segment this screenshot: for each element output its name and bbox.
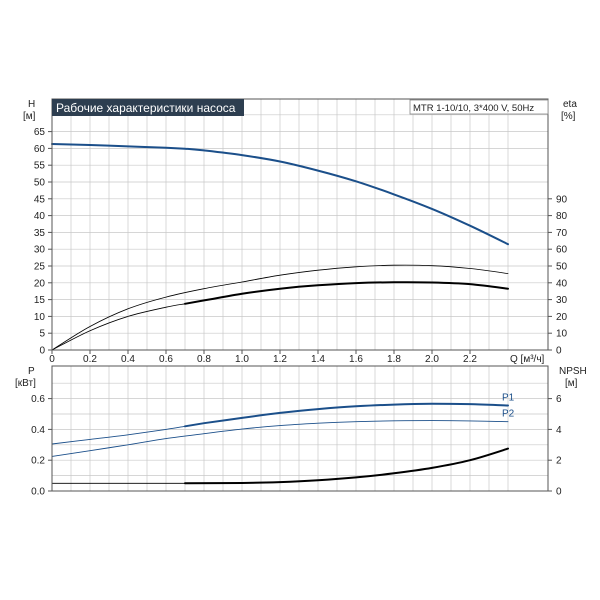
q-axis-tick-label: 2.0 [425,354,439,365]
p1-curve-thin [51,425,186,445]
p-axis-tick-label: 0.4 [31,425,45,436]
h-axis-tick-label: 30 [34,245,46,256]
h-axis-unit: [м] [23,111,36,122]
q-axis-tick-label: 1.4 [311,354,325,365]
eta-axis-tick-label: 40 [556,278,568,289]
eta-axis-tick-label: 50 [556,262,568,273]
q-axis-tick-label: 0.8 [197,354,211,365]
top-curve-2 [51,303,186,351]
q-axis-tick-label: 1.2 [273,354,287,365]
q-axis-tick-label: 2.2 [463,354,477,365]
p-axis-tick-label: 0.2 [31,456,45,467]
p-axis-tick-label: 0.0 [31,487,45,498]
p1-curve-thick [184,402,509,428]
h-axis-tick-label: 35 [34,228,46,239]
eta-axis-unit: [%] [561,111,576,122]
eta-axis-tick-label: 20 [556,312,568,323]
npsh-axis-unit: [м] [565,378,578,389]
q-axis-tick-label: 1.6 [349,354,363,365]
q-axis-tick-label: 0 [49,354,55,365]
npsh-axis-tick-label: 2 [556,456,562,467]
model-label: MTR 1-10/10, 3*400 V, 50Hz [413,103,534,114]
npsh-axis-tick-label: 4 [556,425,562,436]
h-axis-tick-label: 50 [34,178,46,189]
eta-axis-label: eta [563,99,577,110]
eta-axis-tick-label: 30 [556,295,568,306]
q-axis-label: Q [м³/ч] [510,354,545,365]
h-axis-tick-label: 65 [34,127,46,138]
h-axis-tick-label: 15 [34,295,46,306]
q-axis-tick-label: 0.2 [83,354,97,365]
bottom-curve-1 [51,420,509,457]
h-axis-tick-label: 0 [39,346,45,357]
h-axis-tick-label: 25 [34,262,46,273]
p-axis-label: P [28,366,35,377]
h-axis-tick-label: 40 [34,211,46,222]
q-axis-tick-label: 1.0 [235,354,249,365]
series-label-p1: P1 [502,393,515,404]
model-box [409,99,549,115]
h-axis-tick-label: 20 [34,278,46,289]
top-curve-1 [51,264,509,351]
h-axis-tick-label: 60 [34,144,46,155]
frame-layer [48,98,552,492]
h-axis-tick-label: 55 [34,161,46,172]
bottom-curve-3 [184,447,509,485]
text-layer: Рабочие характеристики насоса MTR 1-10/1… [15,99,587,498]
series-label-p2: P2 [502,409,515,420]
top-panel-frame [51,98,549,351]
top-curve-0 [51,143,509,246]
h-axis-tick-label: 5 [39,329,45,340]
curve-layer [51,143,509,485]
q-axis-tick-label: 1.8 [387,354,401,365]
eta-axis-tick-label: 0 [556,346,562,357]
eta-axis-tick-label: 70 [556,228,568,239]
chart-title: Рабочие характеристики насоса [56,101,236,115]
npsh-axis-label: NPSH [559,366,587,377]
p-axis-unit: [кВт] [15,378,36,389]
eta-axis-tick-label: 80 [556,211,568,222]
h-axis-label: H [28,99,35,110]
q-axis-tick-label: 0.4 [121,354,135,365]
eta-axis-tick-label: 90 [556,194,568,205]
h-axis-tick-label: 45 [34,194,46,205]
q-axis-tick-label: 0.6 [159,354,173,365]
h-axis-tick-label: 10 [34,312,46,323]
npsh-axis-tick-label: 0 [556,487,562,498]
eta-axis-tick-label: 60 [556,245,568,256]
npsh-axis-tick-label: 6 [556,394,562,405]
top-curve-3 [184,281,509,305]
p-axis-tick-label: 0.6 [31,394,45,405]
bottom-panel-frame [51,365,549,492]
title-box [52,99,244,116]
eta-axis-tick-label: 10 [556,329,568,340]
grid-layer [52,99,548,491]
